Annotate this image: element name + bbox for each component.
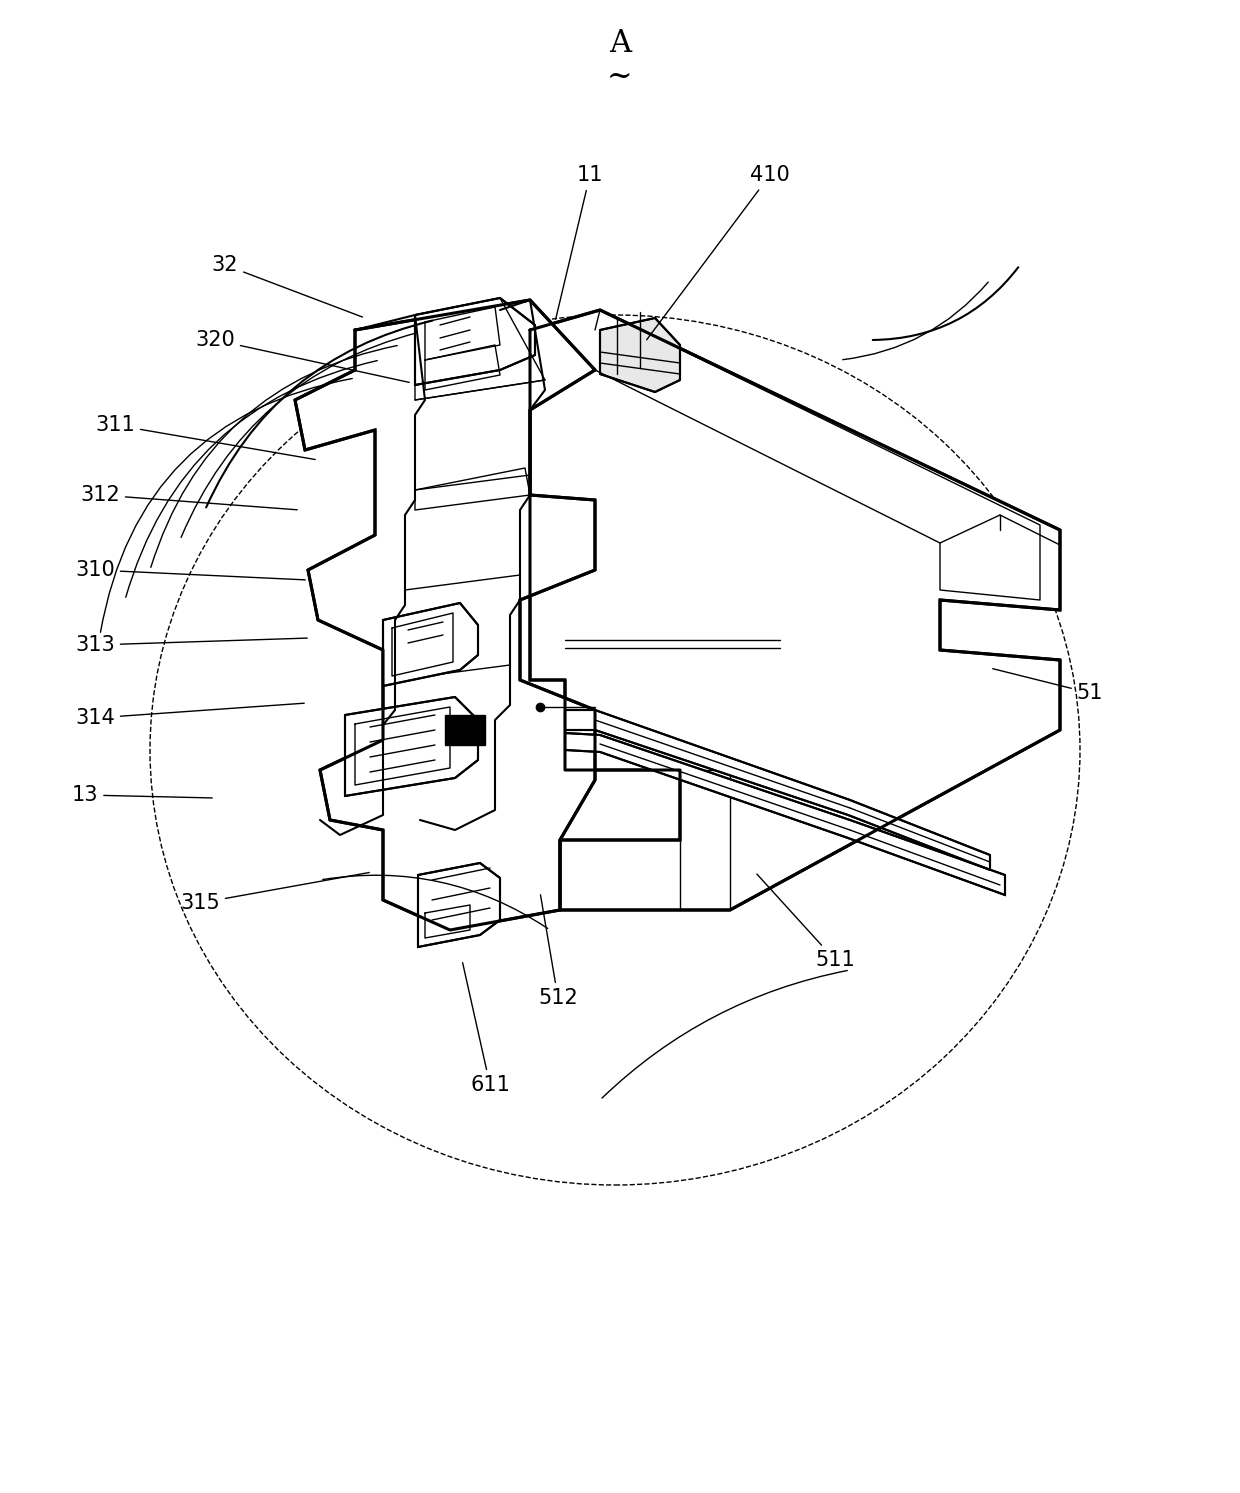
- Polygon shape: [529, 311, 1060, 911]
- Text: 13: 13: [72, 785, 212, 805]
- Text: 11: 11: [556, 166, 603, 320]
- Text: 512: 512: [538, 894, 578, 1008]
- Polygon shape: [565, 733, 1004, 894]
- Polygon shape: [295, 300, 595, 930]
- Text: 315: 315: [180, 872, 370, 914]
- Text: 611: 611: [463, 963, 510, 1094]
- Polygon shape: [600, 318, 680, 393]
- Polygon shape: [415, 299, 534, 385]
- Text: 314: 314: [76, 703, 304, 729]
- Text: 320: 320: [195, 330, 409, 382]
- Polygon shape: [418, 863, 500, 947]
- Bar: [445, 715, 485, 745]
- Polygon shape: [565, 711, 990, 870]
- Text: 310: 310: [76, 560, 305, 579]
- Text: 312: 312: [81, 485, 298, 509]
- Text: 511: 511: [756, 873, 854, 970]
- Text: 311: 311: [95, 415, 315, 460]
- Text: ~: ~: [608, 63, 632, 93]
- Text: 313: 313: [76, 635, 308, 655]
- Text: 51: 51: [993, 669, 1104, 703]
- Polygon shape: [383, 603, 477, 685]
- Text: 32: 32: [212, 255, 362, 317]
- Text: 410: 410: [647, 166, 790, 340]
- Text: A: A: [609, 28, 631, 60]
- Polygon shape: [345, 697, 477, 796]
